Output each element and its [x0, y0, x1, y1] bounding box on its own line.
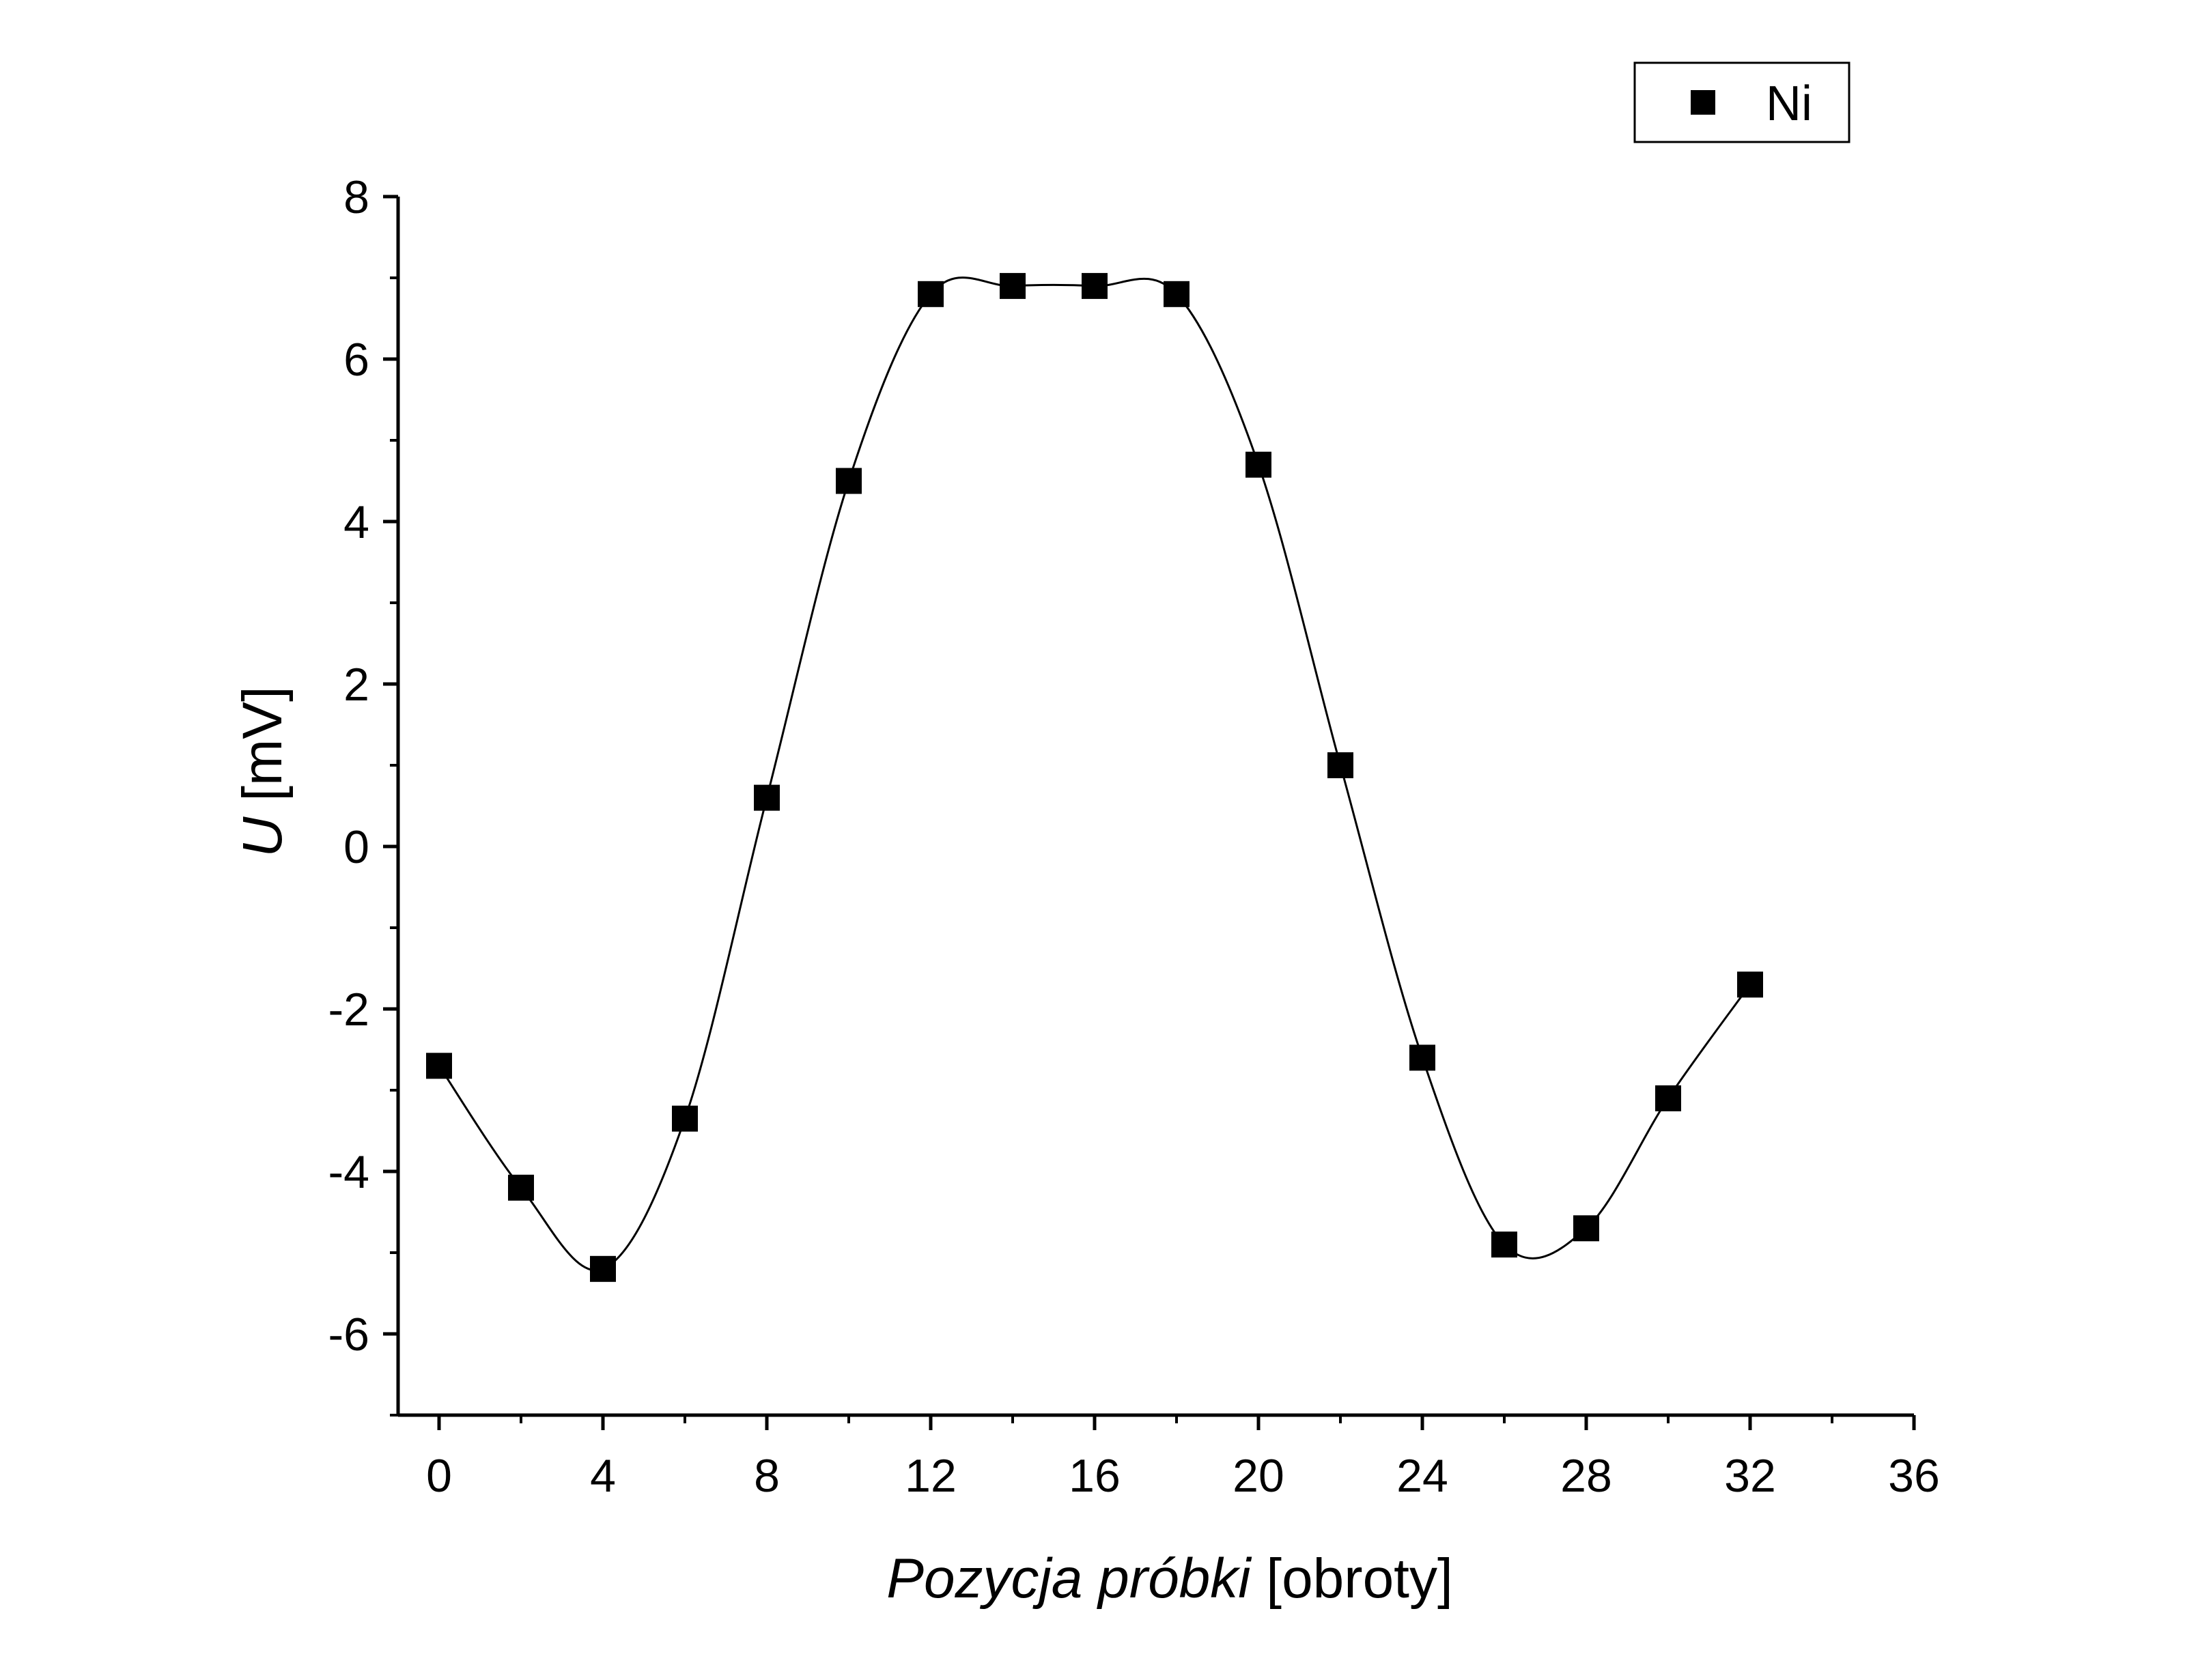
data-point-ni-10 [1245, 451, 1271, 478]
x-tick-label: 4 [590, 1450, 616, 1502]
y-tick-label: 4 [343, 496, 369, 548]
y-tick-label: 0 [343, 821, 369, 873]
x-tick-label: 20 [1233, 1450, 1284, 1502]
data-point-ni-8 [1082, 272, 1108, 299]
x-tick-label: 36 [1888, 1450, 1940, 1502]
data-point-ni-1 [508, 1174, 534, 1201]
y-tick-label: 2 [343, 659, 369, 711]
data-point-ni-13 [1491, 1231, 1517, 1258]
data-point-ni-0 [426, 1053, 452, 1079]
data-point-ni-2 [590, 1255, 616, 1282]
data-point-ni-16 [1737, 971, 1763, 998]
data-points [426, 272, 1763, 1282]
x-tick-label: 28 [1560, 1450, 1612, 1502]
legend-box [1633, 61, 1850, 143]
legend: Ni [1633, 61, 1850, 143]
y-axis-title-unit: [mV] [231, 686, 294, 816]
data-point-ni-3 [672, 1105, 698, 1132]
x-tick-label: 8 [754, 1450, 780, 1502]
x-tick-label: 32 [1724, 1450, 1776, 1502]
y-axis-title: U [mV] [231, 686, 294, 857]
data-point-ni-14 [1573, 1215, 1599, 1242]
y-tick-label: 6 [343, 334, 369, 386]
x-tick-label: 12 [905, 1450, 957, 1502]
x-axis-title-unit: [obroty] [1251, 1548, 1453, 1610]
x-axis-title: Pozycja próbki [obroty] [886, 1548, 1453, 1610]
x-axis-title-italic: Pozycja próbki [886, 1548, 1252, 1610]
data-point-ni-12 [1409, 1044, 1435, 1071]
data-point-ni-9 [1164, 281, 1190, 307]
data-point-ni-15 [1655, 1085, 1681, 1111]
data-point-ni-11 [1327, 752, 1353, 778]
data-point-ni-5 [836, 468, 862, 494]
y-tick-label: -2 [328, 984, 369, 1036]
fit-curve-ni [438, 276, 1751, 1272]
y-tick-label: -6 [328, 1309, 369, 1361]
data-point-ni-6 [918, 281, 944, 307]
data-point-ni-4 [754, 784, 780, 811]
x-tick-label: 16 [1069, 1450, 1121, 1502]
y-tick-label: -4 [328, 1146, 369, 1198]
data-point-ni-7 [1000, 272, 1026, 299]
fit-curve-layer [438, 276, 1751, 1272]
x-tick-label: 0 [426, 1450, 452, 1502]
y-axis-title-italic: U [231, 816, 294, 857]
legend-marker-ni [1691, 90, 1715, 115]
legend-label-ni: Ni [1766, 76, 1812, 131]
axes [383, 195, 1916, 1430]
x-tick-label: 24 [1396, 1450, 1448, 1502]
y-tick-label: 8 [343, 171, 369, 223]
